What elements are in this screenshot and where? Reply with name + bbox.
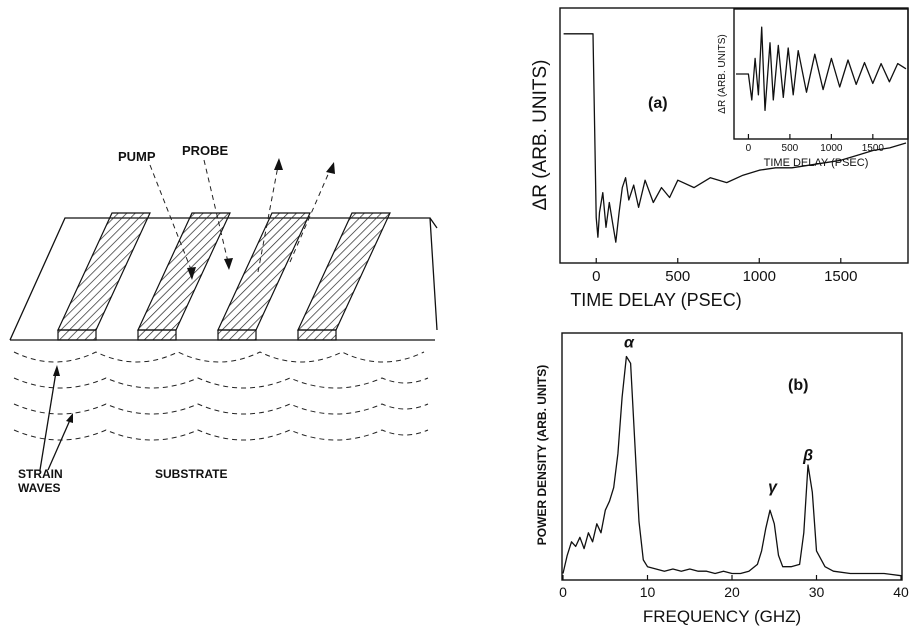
reflected-beam-2 xyxy=(289,169,331,263)
inset-series-line xyxy=(736,26,907,112)
inset-frame xyxy=(733,8,909,140)
chart-a-panel-label: (a) xyxy=(648,95,668,112)
strain-waves-label-line2: WAVES xyxy=(18,481,60,495)
chart-a-ylabel: ΔR (ARB. UNITS) xyxy=(530,60,551,211)
strain-pointer-1 xyxy=(39,371,57,471)
transducer-diagram: PUMP PROBE STRAIN WAVES SUBSTRATE xyxy=(9,143,438,495)
probe-label: PROBE xyxy=(182,143,229,158)
x-tick-label: 30 xyxy=(809,584,825,600)
inset-xlabel: TIME DELAY (PSEC) xyxy=(764,157,869,169)
x-tick-label: 40 xyxy=(893,584,909,600)
chart-a-xticks: 0 500 1000 1500 xyxy=(592,258,857,285)
chart-a: 0 500 1000 1500 (a) TIME DELAY (PSEC) ΔR (A… xyxy=(530,7,909,310)
strain-pointer-arrowhead-2 xyxy=(66,413,73,423)
strain-pointer-arrowhead-1 xyxy=(53,365,60,376)
chart-b: 0 10 20 30 40 α γ β (b) FREQUENCY (GHZ) POWER … xyxy=(535,332,909,626)
x-tick-label: 1000 xyxy=(820,143,843,154)
beam-arrows xyxy=(149,158,335,280)
x-tick-label: 1500 xyxy=(862,143,885,154)
chart-b-panel-label: (b) xyxy=(788,377,808,394)
metal-stripe xyxy=(137,212,231,341)
metal-stripes xyxy=(57,212,391,341)
metal-stripe xyxy=(57,212,151,341)
chart-a-series-line xyxy=(563,33,907,243)
x-tick-label: 1500 xyxy=(824,268,857,285)
reflected-arrowhead-1 xyxy=(274,158,283,170)
strain-waves xyxy=(13,351,429,441)
x-tick-label: 0 xyxy=(746,143,752,154)
x-tick-label: 1000 xyxy=(743,268,776,285)
pump-beam xyxy=(149,164,193,273)
x-tick-label: 10 xyxy=(640,584,656,600)
x-tick-label: 0 xyxy=(592,268,600,285)
peak-annotation: β xyxy=(802,447,813,464)
chart-b-annotations: α γ β xyxy=(624,334,813,496)
substrate-label: SUBSTRATE xyxy=(155,467,227,481)
probe-arrowhead xyxy=(224,258,233,270)
chart-b-series-line xyxy=(562,355,902,577)
chart-b-ylabel: POWER DENSITY (ARB. UNITS) xyxy=(535,365,549,545)
x-tick-label: 500 xyxy=(782,143,799,154)
chart-a-inset: 0 500 1000 1500 TIME DELAY (PSEC) ΔR (ARB. … xyxy=(717,8,909,169)
chart-a-xlabel: TIME DELAY (PSEC) xyxy=(570,290,741,310)
strain-pointer-2 xyxy=(47,419,71,471)
reflected-arrowhead-2 xyxy=(326,162,335,174)
inset-ylabel: ΔR (ARB. UNITS) xyxy=(717,34,728,113)
x-tick-label: 20 xyxy=(724,584,740,600)
pump-arrowhead xyxy=(187,267,196,280)
pump-label: PUMP xyxy=(118,149,156,164)
chart-b-xticks: 0 10 20 30 40 xyxy=(559,575,909,600)
chart-b-xlabel: FREQUENCY (GHZ) xyxy=(643,607,801,626)
x-tick-label: 0 xyxy=(559,584,567,600)
x-tick-label: 500 xyxy=(665,268,690,285)
strain-waves-label-line1: STRAIN xyxy=(18,467,63,481)
chart-b-frame xyxy=(561,332,903,581)
inset-xticks: 0 500 1000 1500 xyxy=(746,134,885,154)
peak-annotation: α xyxy=(624,334,635,351)
metal-stripe xyxy=(217,212,311,341)
peak-annotation: γ xyxy=(768,479,778,496)
metal-stripe xyxy=(297,212,391,341)
